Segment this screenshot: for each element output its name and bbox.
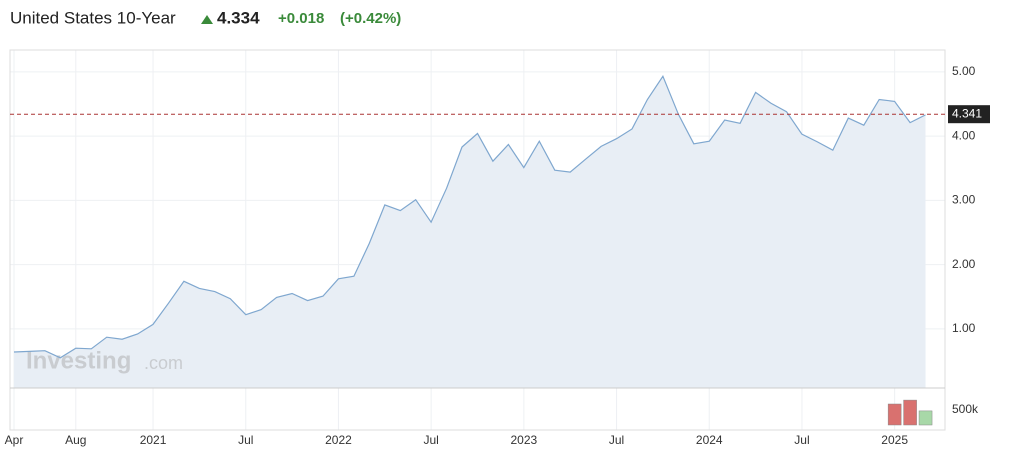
last-value-box <box>948 105 990 124</box>
x-tick-label: Apr <box>5 433 24 447</box>
up-arrow <box>201 15 213 24</box>
y-tick-label: 3.00 <box>952 193 976 207</box>
x-tick-label: 2021 <box>140 433 167 447</box>
price: 4.334 <box>217 8 260 27</box>
volume-bar <box>903 399 917 426</box>
x-tick-label: 2023 <box>510 433 537 447</box>
volume-bar <box>918 410 933 426</box>
y-tick-label: 2.00 <box>952 257 976 271</box>
last-value-label: 4.341 <box>952 106 982 120</box>
change-percent: (+0.42%) <box>340 10 401 27</box>
x-tick-label: 2024 <box>696 433 723 447</box>
price-line <box>13 75 926 359</box>
plot-frame <box>9 49 946 431</box>
watermark-suffix: .com <box>144 353 183 373</box>
change: +0.018 <box>278 10 324 27</box>
x-tick-label: Jul <box>609 433 624 447</box>
y-tick-label: 4.00 <box>952 128 976 142</box>
y-tick-label: 1.00 <box>952 321 976 335</box>
x-tick-label: Aug <box>65 433 86 447</box>
watermark: Investing <box>26 347 131 374</box>
volume-bar <box>887 403 902 426</box>
x-tick-label: 2025 <box>881 433 908 447</box>
y-tick-label: 5.00 <box>952 64 976 78</box>
title: United States 10-Year <box>10 8 176 27</box>
x-tick-label: Jul <box>423 433 438 447</box>
volume-tick-label: 500k <box>952 402 979 416</box>
x-tick-label: Jul <box>794 433 809 447</box>
x-tick-label: 2022 <box>325 433 352 447</box>
x-tick-label: Jul <box>238 433 253 447</box>
area <box>14 76 926 389</box>
